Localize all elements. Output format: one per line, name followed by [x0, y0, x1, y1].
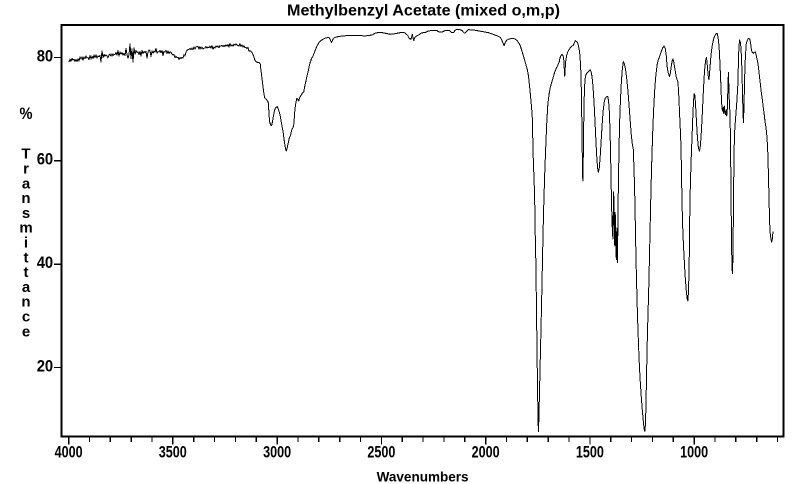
svg-text:40: 40: [37, 254, 54, 272]
svg-text:n: n: [21, 294, 30, 311]
svg-text:20: 20: [37, 357, 54, 375]
svg-text:T: T: [21, 146, 30, 163]
svg-text:c: c: [22, 309, 30, 326]
svg-text:e: e: [22, 323, 30, 340]
svg-text:r: r: [23, 161, 29, 178]
svg-text:Wavenumbers: Wavenumbers: [377, 469, 469, 484]
svg-text:m: m: [19, 220, 32, 237]
svg-text:1500: 1500: [576, 444, 604, 462]
svg-text:a: a: [22, 279, 31, 296]
svg-text:80: 80: [37, 47, 54, 65]
svg-text:t: t: [24, 264, 29, 281]
svg-text:%: %: [20, 104, 33, 123]
svg-text:t: t: [24, 249, 29, 266]
svg-text:i: i: [24, 235, 28, 252]
svg-text:1000: 1000: [680, 444, 708, 462]
svg-text:Methylbenzyl Acetate (mixed o,: Methylbenzyl Acetate (mixed o,m,p): [287, 3, 560, 20]
svg-text:4000: 4000: [55, 444, 83, 462]
svg-text:n: n: [21, 190, 30, 207]
svg-text:3000: 3000: [263, 444, 291, 462]
svg-text:a: a: [22, 175, 31, 192]
svg-text:3500: 3500: [159, 444, 187, 462]
svg-text:60: 60: [37, 151, 54, 169]
svg-text:2500: 2500: [367, 444, 395, 462]
svg-text:s: s: [22, 205, 30, 222]
svg-text:2000: 2000: [472, 444, 500, 462]
